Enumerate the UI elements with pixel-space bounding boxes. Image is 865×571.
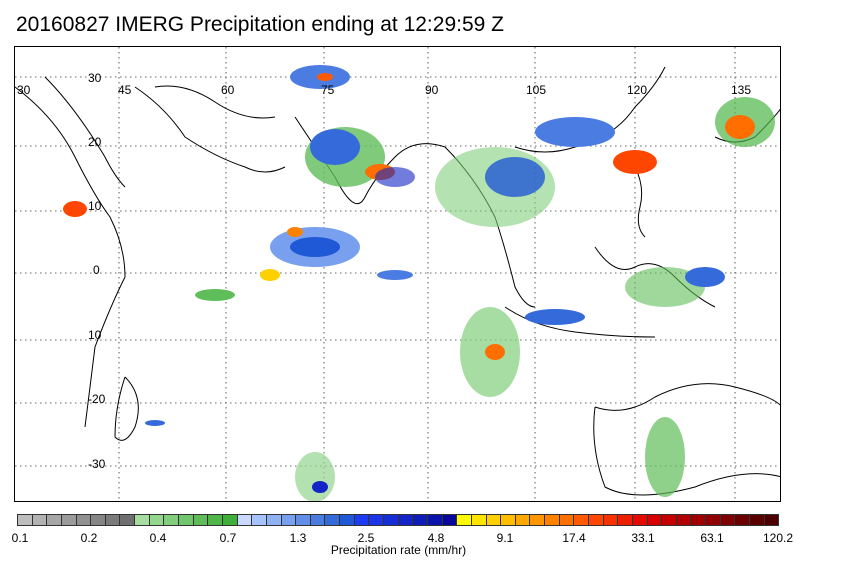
colorbar-swatch — [60, 514, 77, 526]
colorbar-swatch — [749, 514, 765, 526]
colorbar-tick: 17.4 — [562, 531, 586, 545]
colorbar-swatch — [397, 514, 414, 526]
colorbar-label: Precipitation rate (mm/hr) — [330, 543, 467, 557]
colorbar-tick: 4.8 — [427, 531, 445, 545]
colorbar-swatch — [441, 514, 458, 526]
lat-label-30s: -30 — [88, 457, 106, 471]
lat-label-0: 0 — [93, 263, 100, 277]
colorbar-swatch — [265, 514, 282, 526]
colorbar-swatch — [192, 514, 209, 526]
colorbar-swatch — [295, 514, 311, 526]
lat-label-10s: 10 — [88, 328, 102, 342]
precipitation-field — [63, 65, 775, 501]
colorbar-swatch — [529, 514, 546, 526]
colorbar-tick: 9.1 — [496, 531, 514, 545]
colorbar-swatch — [251, 514, 267, 526]
lon-label-30e: 30 — [17, 83, 31, 97]
lat-label-20n: 20 — [88, 135, 102, 149]
lon-label-75e: 75 — [321, 83, 335, 97]
lon-label-105e: 105 — [526, 83, 547, 97]
lon-label-45e: 45 — [118, 83, 132, 97]
lon-label-120e: 120 — [627, 83, 648, 97]
lat-label-20s: -20 — [88, 392, 106, 406]
colorbar-swatch — [587, 514, 604, 526]
colorbar-swatch — [368, 514, 385, 526]
map-title: 20160827 IMERG Precipitation ending at 1… — [16, 13, 504, 36]
colorbar-swatch — [339, 514, 355, 526]
colorbar-swatch — [280, 514, 297, 526]
colorbar-tick: 33.1 — [631, 531, 655, 545]
colorbar-swatch — [617, 514, 633, 526]
colorbar-swatch — [602, 514, 619, 526]
colorbar-swatch — [705, 514, 721, 526]
colorbar-swatch — [134, 514, 150, 526]
lat-label-30n: 30 — [88, 71, 102, 85]
colorbar-swatch — [148, 514, 165, 526]
colorbar-tick: 63.1 — [700, 531, 724, 545]
colorbar-swatch — [119, 514, 136, 526]
colorbar-swatch — [573, 514, 589, 526]
colorbar-swatch — [558, 514, 575, 526]
colorbar-tick: 0.1 — [11, 531, 29, 545]
colorbar-swatch — [675, 514, 692, 526]
lon-label-90e: 90 — [425, 83, 439, 97]
lon-label-135e: 135 — [731, 83, 752, 97]
colorbar-swatch — [236, 514, 253, 526]
colorbar-tick: 120.2 — [762, 531, 794, 545]
colorbar-swatch — [221, 514, 238, 526]
colorbar-swatch — [426, 514, 443, 526]
colorbar-swatch — [544, 514, 560, 526]
colorbar-swatch — [207, 514, 223, 526]
colorbar-swatch — [46, 514, 62, 526]
colorbar-swatch — [309, 514, 326, 526]
colorbar-swatch — [734, 514, 751, 526]
colorbar-tick: 2.5 — [357, 531, 375, 545]
colorbar-swatch — [631, 514, 648, 526]
colorbar-swatch — [163, 514, 180, 526]
colorbar-swatch — [412, 514, 428, 526]
colorbar-swatch — [178, 514, 194, 526]
precipitation-map: 30 20 10 0 10 -20 -30 30 45 60 75 90 105… — [14, 46, 781, 502]
colorbar-swatch — [661, 514, 677, 526]
colorbar-swatch — [763, 514, 780, 526]
lat-label-10n: 10 — [88, 199, 102, 213]
colorbar-swatch — [485, 514, 502, 526]
colorbar-swatch — [31, 514, 48, 526]
colorbar-swatch — [514, 514, 531, 526]
colorbar-swatch — [646, 514, 663, 526]
colorbar-swatch — [75, 514, 92, 526]
colorbar-tick: 1.3 — [289, 531, 307, 545]
colorbar-swatch — [690, 514, 707, 526]
colorbar-swatch — [470, 514, 487, 526]
colorbar-swatch — [90, 514, 106, 526]
colorbar-swatch — [383, 514, 399, 526]
colorbar-swatch — [719, 514, 736, 526]
colorbar-swatch — [104, 514, 121, 526]
lon-label-60e: 60 — [221, 83, 235, 97]
colorbar-swatch — [324, 514, 341, 526]
colorbar — [17, 514, 780, 527]
colorbar-tick: 0.7 — [219, 531, 237, 545]
colorbar-tick: 0.4 — [149, 531, 167, 545]
colorbar-swatch — [456, 514, 472, 526]
colorbar-swatch — [17, 514, 33, 526]
colorbar-swatch — [500, 514, 516, 526]
colorbar-tick: 0.2 — [80, 531, 98, 545]
colorbar-swatch — [353, 514, 370, 526]
map-canvas — [15, 47, 780, 501]
